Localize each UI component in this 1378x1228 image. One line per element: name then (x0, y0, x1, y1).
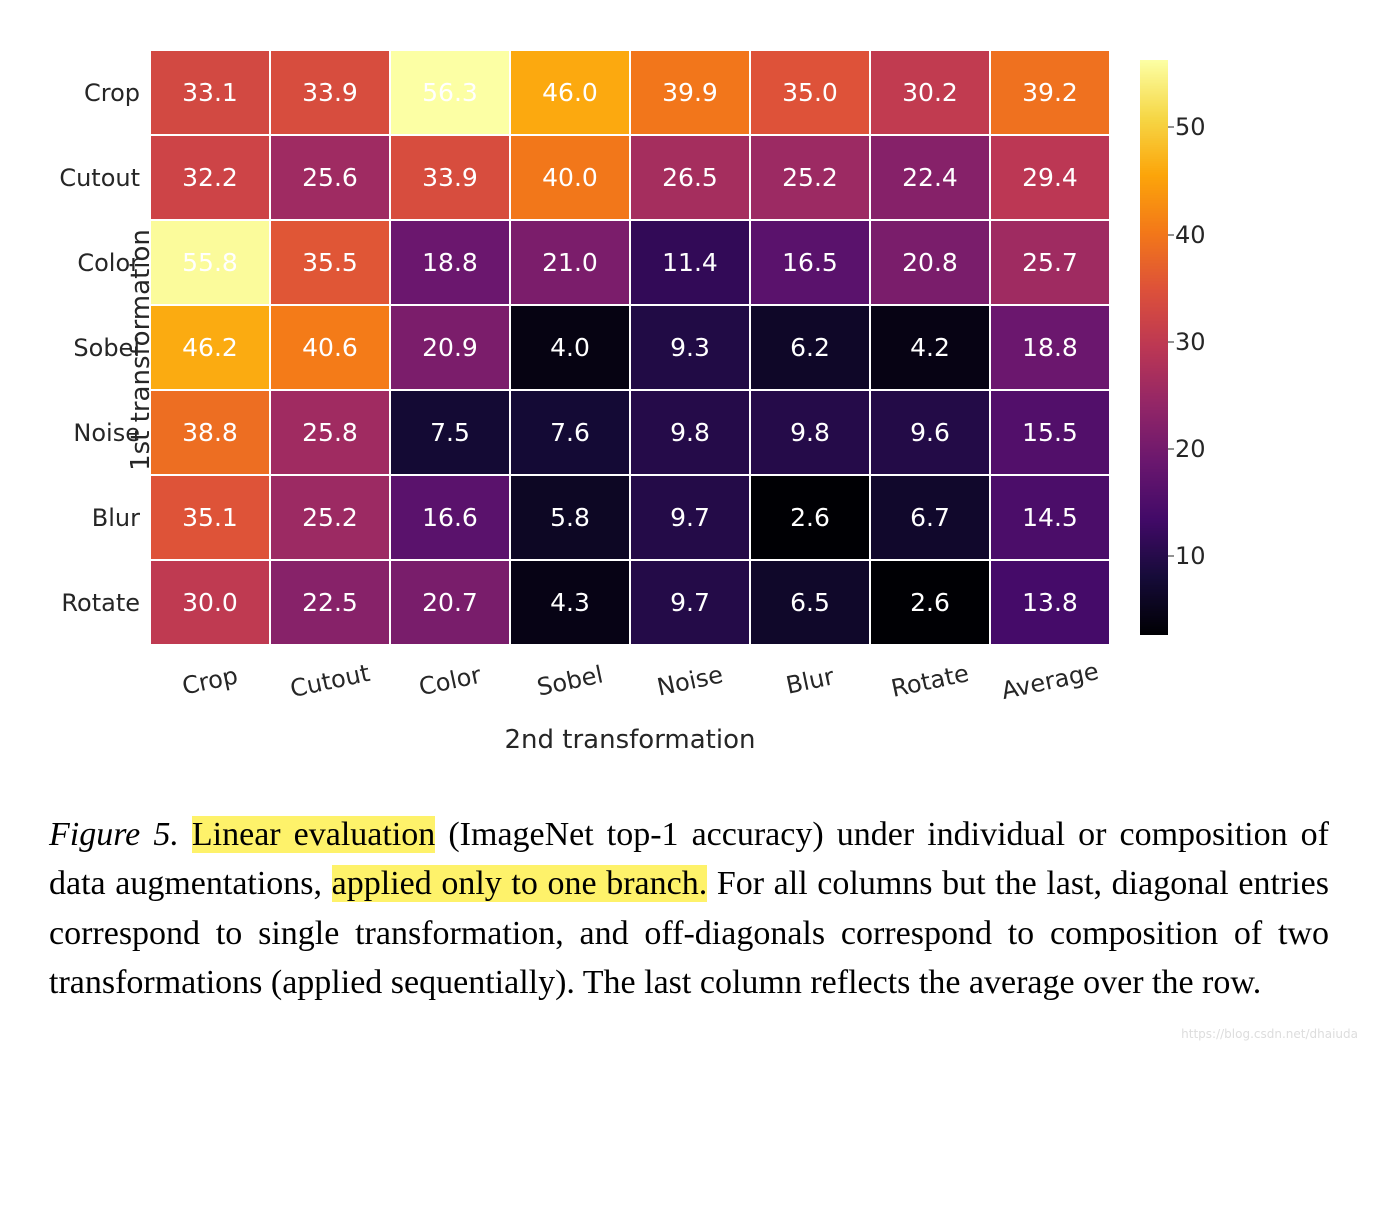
heatmap-cell: 33.9 (270, 50, 390, 135)
y-tick-label: Color (0, 249, 140, 277)
heatmap-cell: 21.0 (510, 220, 630, 305)
heatmap-cell: 6.5 (750, 560, 870, 645)
heatmap-cell: 33.9 (390, 135, 510, 220)
heatmap-cell: 22.5 (270, 560, 390, 645)
heatmap-cell: 14.5 (990, 475, 1110, 560)
x-tick-label: Color (416, 661, 483, 701)
heatmap-cell: 20.8 (870, 220, 990, 305)
x-tick-label: Rotate (889, 659, 972, 703)
heatmap-cell: 25.6 (270, 135, 390, 220)
heatmap-cell: 29.4 (990, 135, 1110, 220)
heatmap-cell: 25.8 (270, 390, 390, 475)
x-tick-label: Average (999, 657, 1101, 705)
heatmap-cell: 16.6 (390, 475, 510, 560)
heatmap-cell: 25.7 (990, 220, 1110, 305)
heatmap-cell: 11.4 (630, 220, 750, 305)
figure-label: Figure 5. (49, 816, 179, 853)
heatmap-cell: 46.0 (510, 50, 630, 135)
heatmap-cell: 20.7 (390, 560, 510, 645)
heatmap-cell: 30.2 (870, 50, 990, 135)
heatmap-cell: 20.9 (390, 305, 510, 390)
heatmap-cell: 33.1 (150, 50, 270, 135)
heatmap-cell: 40.6 (270, 305, 390, 390)
heatmap-cell: 35.5 (270, 220, 390, 305)
y-tick-label: Blur (0, 504, 140, 532)
heatmap-cell: 7.6 (510, 390, 630, 475)
heatmap-cell: 55.8 (150, 220, 270, 305)
colorbar (1140, 60, 1168, 635)
heatmap-cell: 13.8 (990, 560, 1110, 645)
heatmap-cell: 9.8 (750, 390, 870, 475)
x-tick-label: Cutout (288, 659, 373, 703)
colorbar-tickline (1168, 448, 1174, 449)
heatmap-cell: 9.7 (630, 475, 750, 560)
heatmap-cell: 22.4 (870, 135, 990, 220)
heatmap-cell: 16.5 (750, 220, 870, 305)
heatmap-cell: 40.0 (510, 135, 630, 220)
heatmap-cell: 7.5 (390, 390, 510, 475)
figure-container: 1st transformation CropCutoutColorSobelN… (0, 0, 1378, 1047)
colorbar-tick-label: 50 (1175, 113, 1206, 141)
heatmap-cell: 9.3 (630, 305, 750, 390)
heatmap-cell: 4.2 (870, 305, 990, 390)
colorbar-tick-label: 40 (1175, 221, 1206, 249)
heatmap-cell: 6.7 (870, 475, 990, 560)
heatmap-cell: 4.3 (510, 560, 630, 645)
heatmap-cell: 39.2 (990, 50, 1110, 135)
x-tick-label: Sobel (535, 660, 606, 701)
colorbar-tick-label: 30 (1175, 328, 1206, 356)
y-tick-label: Noise (0, 419, 140, 447)
y-tick-label: Rotate (0, 589, 140, 617)
x-tick-label: Noise (655, 660, 726, 701)
heatmap-cell: 35.1 (150, 475, 270, 560)
heatmap-cell: 4.0 (510, 305, 630, 390)
y-tick-label: Sobel (0, 334, 140, 362)
colorbar-tickline (1168, 127, 1174, 128)
caption-highlight-1: Linear evaluation (192, 816, 435, 853)
heatmap-grid: 33.133.956.346.039.935.030.239.232.225.6… (150, 50, 1110, 645)
colorbar-tickline (1168, 341, 1174, 342)
colorbar-tickline (1168, 234, 1174, 235)
y-tick-label: Cutout (0, 164, 140, 192)
heatmap-cell: 35.0 (750, 50, 870, 135)
heatmap-chart: 1st transformation CropCutoutColorSobelN… (0, 30, 1378, 770)
heatmap-cell: 26.5 (630, 135, 750, 220)
heatmap-cell: 56.3 (390, 50, 510, 135)
heatmap-cell: 9.7 (630, 560, 750, 645)
heatmap-cell: 2.6 (750, 475, 870, 560)
heatmap-cell: 15.5 (990, 390, 1110, 475)
heatmap-cell: 25.2 (270, 475, 390, 560)
heatmap-cell: 46.2 (150, 305, 270, 390)
heatmap-cell: 18.8 (990, 305, 1110, 390)
heatmap-cell: 18.8 (390, 220, 510, 305)
x-axis-label: 2nd transformation (505, 725, 756, 755)
colorbar-tickline (1168, 555, 1174, 556)
heatmap-cell: 9.8 (630, 390, 750, 475)
y-tick-label: Crop (0, 79, 140, 107)
x-tick-label: Crop (180, 661, 241, 700)
heatmap-cell: 38.8 (150, 390, 270, 475)
colorbar-tick-label: 20 (1175, 435, 1206, 463)
x-tick-label: Blur (784, 662, 837, 699)
heatmap-cell: 5.8 (510, 475, 630, 560)
figure-caption: Figure 5. Linear evaluation (ImageNet to… (1, 810, 1377, 1047)
heatmap-cell: 6.2 (750, 305, 870, 390)
caption-highlight-2: applied only to one branch. (332, 865, 708, 902)
heatmap-cell: 30.0 (150, 560, 270, 645)
heatmap-cell: 9.6 (870, 390, 990, 475)
heatmap-cell: 25.2 (750, 135, 870, 220)
heatmap-cell: 2.6 (870, 560, 990, 645)
watermark: https://blog.csdn.net/dhaiuda (1181, 1027, 1358, 1041)
colorbar-tick-label: 10 (1175, 542, 1206, 570)
heatmap-cell: 32.2 (150, 135, 270, 220)
heatmap-cell: 39.9 (630, 50, 750, 135)
